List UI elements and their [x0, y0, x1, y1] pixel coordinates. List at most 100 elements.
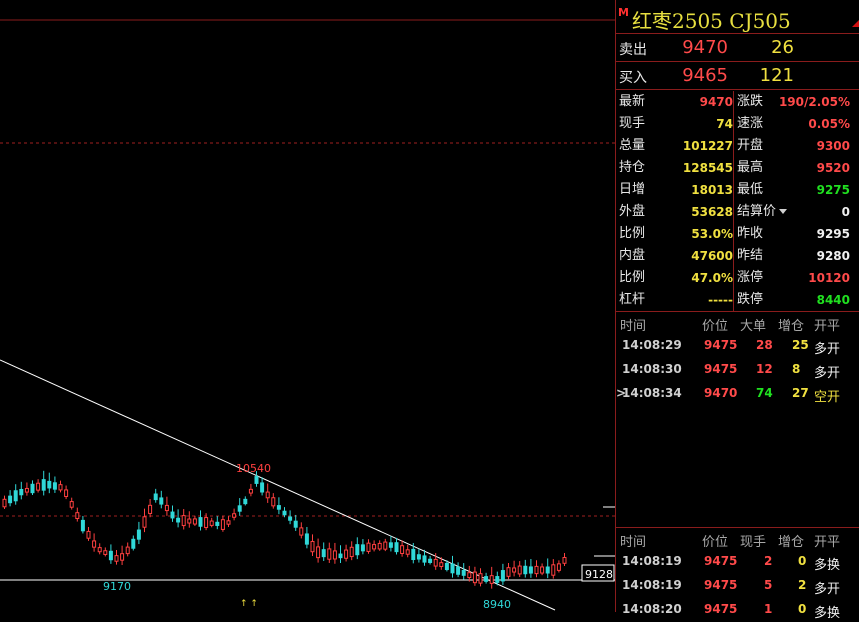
- tick-price: 9475: [704, 362, 738, 376]
- stat-value-right-0: 190/2.05%: [778, 95, 850, 109]
- stat-label-7: 内盘: [619, 248, 646, 263]
- candle-body: [450, 563, 455, 574]
- settlement-dropdown-icon[interactable]: [779, 209, 788, 214]
- candle-body: [344, 549, 349, 559]
- candle-body: [506, 567, 511, 577]
- tick-type: 多开: [814, 366, 841, 381]
- candle-body: [444, 562, 449, 571]
- low-label-right: 8940: [483, 598, 511, 611]
- candle-body: [192, 518, 197, 525]
- stat-label-right-8: 涨停: [737, 267, 763, 289]
- candle-body: [366, 542, 371, 552]
- tick-time: 14:08:34: [622, 386, 682, 400]
- stat-value-right-9: 8440: [816, 293, 850, 307]
- tick-row[interactable]: 14:08:29 9475 28 25 多开: [616, 334, 859, 358]
- candle-body: [103, 550, 108, 555]
- stat-label-right-0: 涨跌: [737, 91, 763, 113]
- price-tag: 9128: [585, 568, 613, 581]
- candle-body: [260, 482, 265, 493]
- candle-body: [265, 491, 270, 499]
- candle-body: [36, 482, 41, 491]
- candle-body: [64, 489, 69, 497]
- stat-value-right-6: 9295: [816, 227, 850, 241]
- stat-label-1: 现手: [619, 116, 646, 131]
- stat-value-0: 9470: [699, 95, 733, 109]
- low-label-left: 9170: [103, 580, 131, 593]
- candle-body: [528, 566, 533, 574]
- candle-body: [276, 505, 281, 510]
- instrument-header: M 红枣2505 CJ505: [616, 0, 859, 34]
- candle-body: [540, 566, 545, 574]
- stat-value-6: 53.0%: [691, 227, 733, 241]
- stat-label-right-text-4: 最低: [737, 182, 764, 197]
- stat-label-5: 外盘: [619, 204, 646, 219]
- tick-header-4: 开平: [814, 319, 841, 334]
- candle-body: [8, 495, 13, 504]
- stat-value-9: -----: [708, 293, 733, 307]
- tick-table-recent: 时间 价位 现手 增仓 开平 14:08:19 9475 2 0 多换 14:08:19 9475 5 2…: [616, 528, 859, 621]
- tick-price: 9470: [704, 386, 738, 400]
- stat-label-right-text-8: 涨停: [737, 270, 764, 285]
- candlestick-chart[interactable]: 10540 9170 8940 9128 ↑ ↑: [0, 0, 615, 612]
- candle-body: [349, 546, 354, 558]
- candle-body: [478, 573, 483, 584]
- candle-body: [204, 517, 209, 529]
- tick-row[interactable]: 14:08:19 9475 5 2 多开: [616, 574, 859, 598]
- candle-body: [422, 555, 427, 563]
- tick-table-large-orders: 时间 价位 大单 增仓 开平 14:08:29 9475 28 25 多开 14:08:30 9475…: [616, 312, 859, 528]
- stat-value-2: 101227: [682, 139, 733, 153]
- stat-label-0: 最新: [619, 94, 646, 109]
- candle-body: [338, 553, 343, 559]
- stat-label-right-text-6: 昨收: [737, 226, 764, 241]
- stat-value-5: 53628: [691, 205, 733, 219]
- tick-row[interactable]: >14:08:34 9470 74 27 空开: [616, 382, 859, 406]
- stat-value-right-8: 10120: [808, 271, 850, 285]
- tick-row[interactable]: 14:08:20 9475 1 0 多换: [616, 598, 859, 622]
- tick-row[interactable]: 14:08:30 9475 12 8 多开: [616, 358, 859, 382]
- stat-label-right-text-9: 跌停: [737, 292, 764, 307]
- candle-body: [92, 540, 97, 548]
- tick-header-2: 现手: [740, 535, 767, 550]
- candle-body: [383, 541, 388, 550]
- instrument-title[interactable]: 红枣2505 CJ505: [632, 9, 791, 33]
- candle-body: [428, 558, 433, 563]
- stat-label-4: 日增: [619, 182, 646, 197]
- tick-time: 14:08:29: [622, 338, 682, 352]
- candle-body: [461, 569, 466, 576]
- candle-body: [377, 542, 382, 550]
- ask-row[interactable]: 卖出 9470 26: [616, 34, 859, 62]
- candle-body: [411, 548, 416, 561]
- candle-body: [58, 484, 63, 491]
- candle-body: [136, 529, 141, 540]
- tick-type: 多换: [814, 558, 841, 573]
- candle-body: [176, 517, 181, 523]
- tick-time: 14:08:19: [622, 578, 682, 592]
- chart-canvas[interactable]: 10540 9170 8940 9128 ↑ ↑: [0, 0, 615, 612]
- candle-body: [142, 516, 147, 528]
- bid-row[interactable]: 买入 9465 121: [616, 62, 859, 90]
- candle-body: [30, 483, 35, 494]
- price-tag-box: [581, 564, 615, 582]
- candle-body: [467, 572, 472, 579]
- candle-body: [327, 548, 332, 560]
- tick-big: 28: [756, 338, 773, 352]
- tick-header-3: 增仓: [778, 535, 805, 550]
- market-badge: M: [618, 6, 629, 19]
- candle-body: [75, 512, 80, 520]
- tick-row[interactable]: 14:08:19 9475 2 0 多换: [616, 550, 859, 574]
- tick-header-3: 增仓: [778, 319, 805, 334]
- stat-label-right-5[interactable]: 结算价: [737, 201, 788, 223]
- candle-body: [456, 566, 461, 575]
- corner-triangle-icon: [852, 18, 859, 27]
- candle-body: [120, 553, 125, 561]
- quote-panel: M 红枣2505 CJ505 卖出 9470 26 买入 9465 121 最新…: [615, 0, 859, 621]
- stat-value-right-4: 9275: [816, 183, 850, 197]
- bid-label: 买入: [619, 70, 647, 86]
- stat-value-right-3: 9520: [816, 161, 850, 175]
- ask-price: 9470: [682, 37, 728, 58]
- stat-label-right-text-3: 最高: [737, 160, 764, 175]
- candle-body: [360, 544, 365, 552]
- tick-vol: 2: [764, 554, 773, 568]
- tick-inc: 0: [798, 602, 807, 616]
- candle-body: [394, 542, 399, 553]
